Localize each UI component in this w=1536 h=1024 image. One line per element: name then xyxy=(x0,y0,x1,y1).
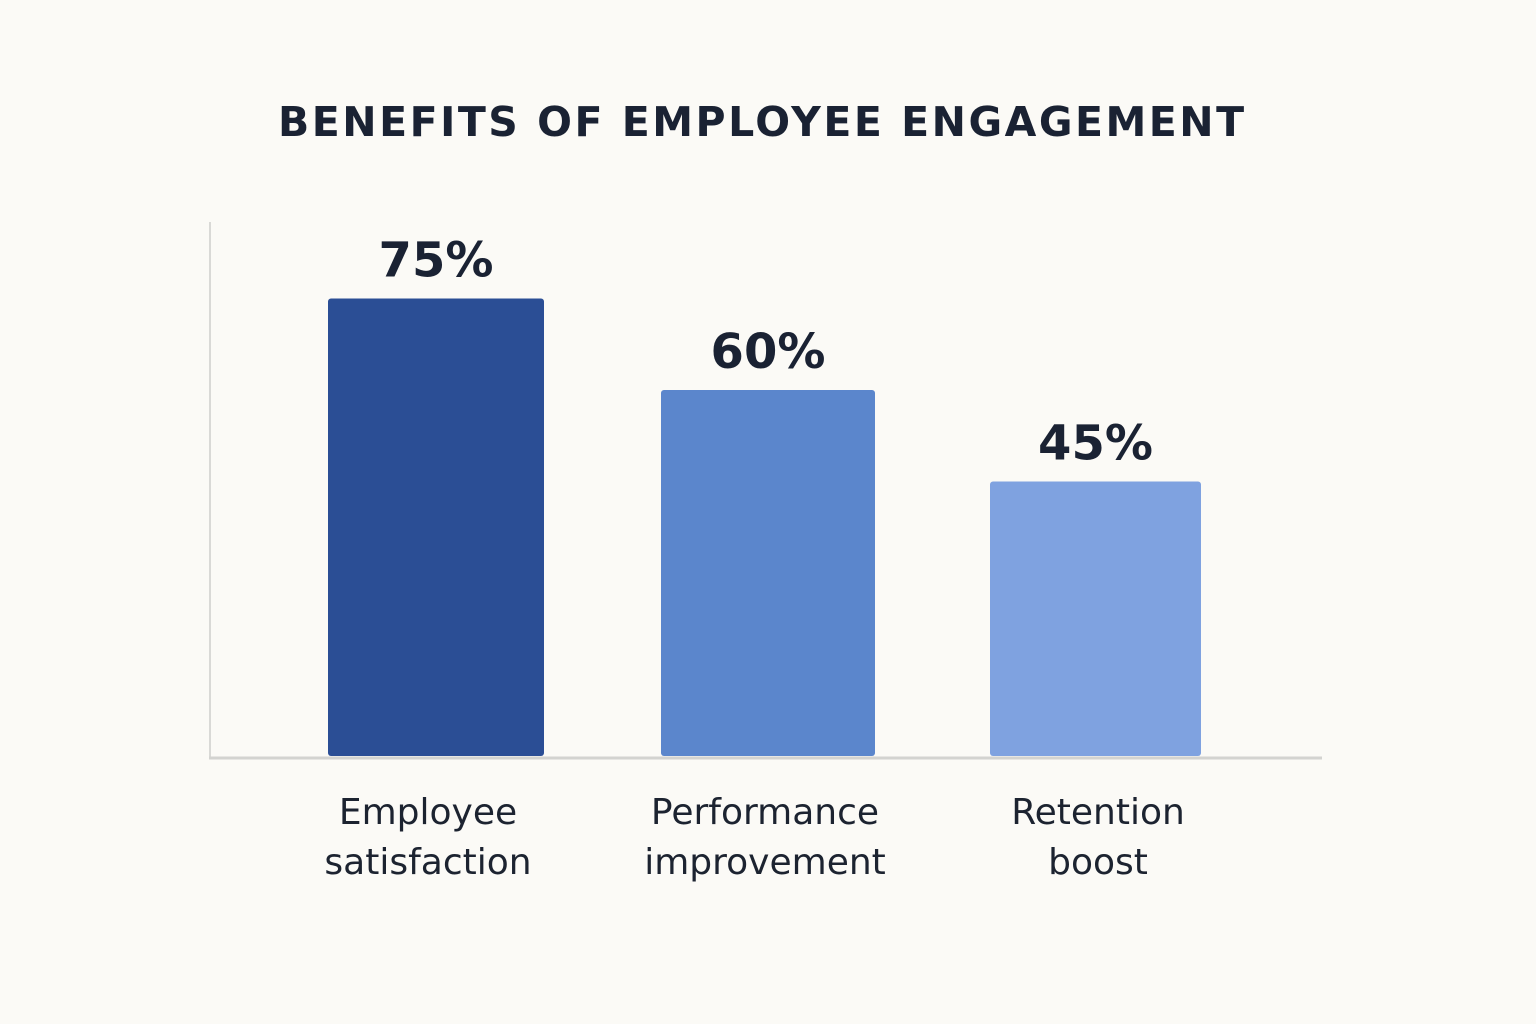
category-label: Retention boost xyxy=(1011,792,1185,883)
bar xyxy=(661,390,875,756)
bar-value-label: 45% xyxy=(1038,416,1153,472)
bar-value-label: 75% xyxy=(379,233,494,289)
chart-title: BENEFITS OF EMPLOYEE ENGAGEMENT xyxy=(278,98,1247,146)
bar-value-label: 60% xyxy=(711,324,826,380)
category-label: Employee satisfaction xyxy=(324,792,532,883)
bar xyxy=(328,298,544,756)
bar xyxy=(990,481,1201,756)
category-label: Performance improvement xyxy=(644,792,886,883)
bars-layer: 75% 60% 45% xyxy=(328,233,1201,756)
